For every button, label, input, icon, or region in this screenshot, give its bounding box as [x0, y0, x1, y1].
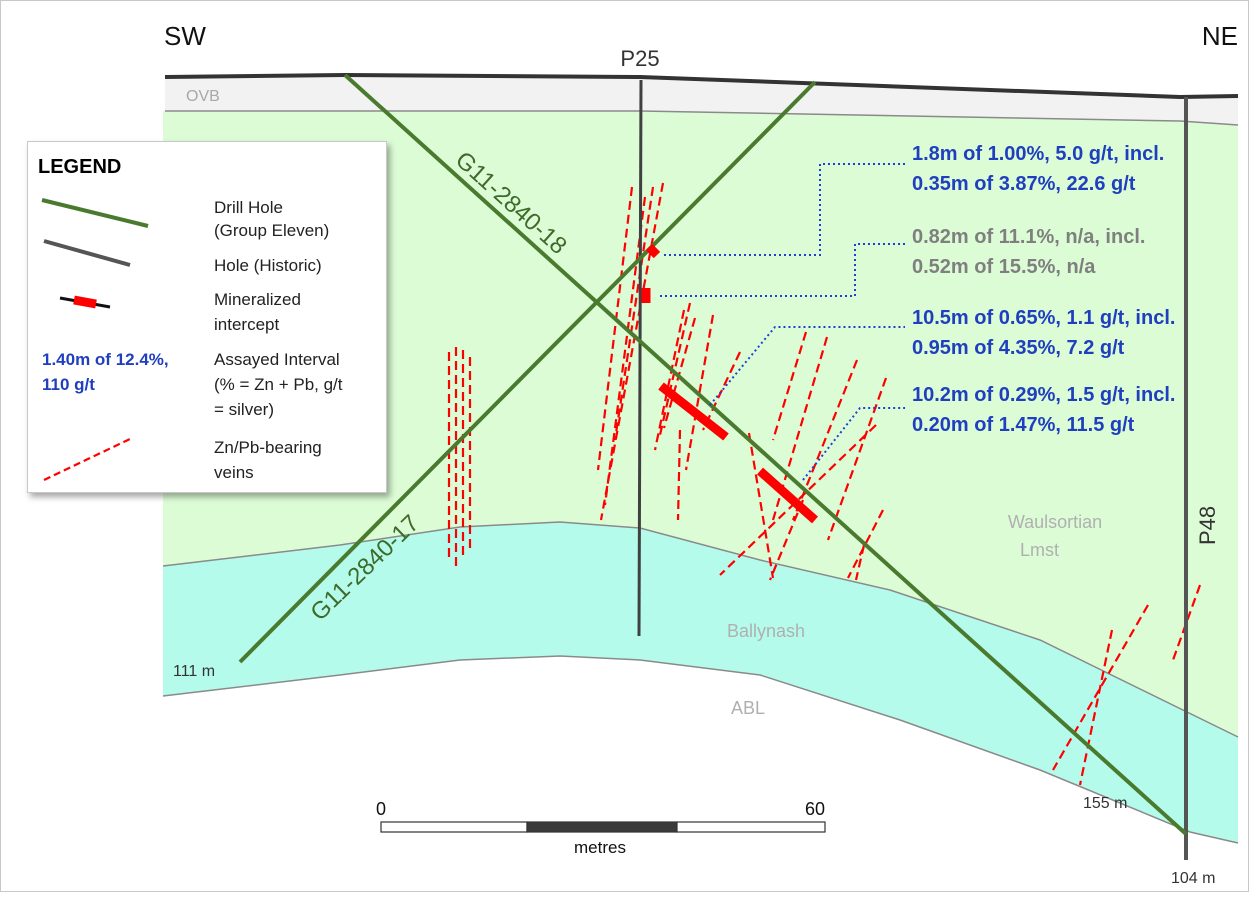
vein [603, 196, 647, 506]
depth-g11-18: 155 m [1083, 795, 1127, 812]
leader-3 [709, 326, 905, 406]
intercept-4-line1: 10.2m of 0.29%, 1.5 g/t, incl. [912, 384, 1175, 406]
intercept-1-line2: 0.35m of 3.87%, 22.6 g/t [912, 173, 1136, 195]
label-waulsortian: Waulsortian [1008, 512, 1102, 532]
intercepts-group [641, 243, 818, 524]
direction-ne: NE [1202, 21, 1238, 51]
vein [599, 182, 665, 521]
vein [1078, 629, 1114, 786]
ballynash-layer [163, 522, 1238, 843]
vein [768, 499, 805, 581]
leader-2 [660, 243, 905, 297]
legend-historic-symbol [43, 239, 131, 267]
scale-bar: 0 60 metres [376, 799, 826, 857]
scale-segment-2 [526, 821, 678, 833]
legend-vein-symbol [43, 437, 133, 481]
label-lmst: Lmst [1020, 540, 1059, 560]
scale-segment-1 [380, 821, 528, 833]
scale-segment-3 [676, 821, 826, 833]
legend-assay-label-3: = silver) [214, 400, 274, 419]
vein [613, 186, 655, 441]
vein [702, 351, 741, 431]
label-p48: P48 [1195, 506, 1220, 545]
intercept-1-line1: 1.8m of 1.00%, 5.0 g/t, incl. [912, 143, 1164, 165]
intercept-3-line1: 10.5m of 0.65%, 1.1 g/t, incl. [912, 307, 1175, 329]
intercept-18-upper [658, 382, 729, 441]
drill-hole-g11-2840-18 [343, 73, 1188, 836]
intercept-4-line2: 0.20m of 1.47%, 11.5 g/t [912, 414, 1135, 436]
legend-drill-hole-label-1: Drill Hole [214, 198, 283, 217]
label-p25: P25 [620, 46, 659, 71]
legend-veins-label-2: veins [214, 463, 254, 482]
leader-1 [664, 163, 905, 256]
vein [771, 331, 808, 441]
vein [719, 424, 877, 576]
legend-historic-label: Hole (Historic) [214, 256, 322, 275]
legend-intercept-symbol [73, 295, 97, 309]
ballynash-base-line [162, 655, 1239, 844]
label-abl: ABL [731, 698, 765, 718]
vein [847, 509, 884, 579]
legend-sample-2: 110 g/t [42, 375, 95, 394]
ovb-layer [165, 75, 1238, 125]
scale-unit: metres [574, 838, 626, 857]
leader-4 [802, 407, 905, 481]
depth-g11-17: 111 m [173, 663, 215, 680]
intercept-3-line2: 0.95m of 4.35%, 7.2 g/t [912, 337, 1125, 359]
vein [854, 544, 866, 581]
legend-sample-1: 1.40m of 12.4%, [42, 350, 169, 369]
vein [1052, 604, 1149, 771]
direction-sw: SW [164, 21, 206, 51]
leaders-group [660, 163, 905, 481]
legend-drill-hole-label-2: (Group Eleven) [214, 221, 330, 240]
legend-mineralized-label-2: intercept [214, 315, 280, 334]
legend-symbols [41, 198, 149, 481]
scale-start: 0 [376, 799, 386, 819]
topography-line [164, 72, 1239, 100]
vein [676, 429, 682, 521]
legend-assay-label-2: (% = Zn + Pb, g/t [214, 375, 343, 394]
label-ovb: OVB [186, 88, 220, 105]
legend-mineralized-label-1: Mineralized [214, 290, 301, 309]
vein [596, 186, 634, 471]
intercept-2-line1: 0.82m of 11.1%, n/a, incl. [912, 226, 1145, 248]
depth-p48: 104 m [1171, 870, 1215, 887]
legend-box: LEGEND Drill Hole (Group Eleven) Hole (H… [27, 141, 387, 493]
intercept-2-line2: 0.52m of 15.5%, n/a [912, 256, 1096, 278]
label-ballynash: Ballynash [727, 621, 805, 641]
legend-veins-label-1: Zn/Pb-bearing [214, 438, 322, 457]
intercept-18-lower [757, 467, 818, 524]
legend-assay-label-1: Assayed Interval [214, 350, 340, 369]
legend-drill-hole-symbol [41, 198, 149, 228]
veins-group [447, 182, 1202, 786]
intercept-p25-upper [645, 243, 661, 259]
legend-title: LEGEND [38, 156, 122, 178]
vein [826, 377, 888, 541]
vein [653, 309, 686, 451]
intercept-labels: 1.8m of 1.00%, 5.0 g/t, incl. 0.35m of 3… [912, 143, 1175, 436]
historic-hole-p25 [637, 79, 643, 637]
vein [747, 432, 775, 579]
vein [662, 317, 697, 429]
scale-end: 60 [805, 799, 825, 819]
drill-hole-g11-2840-17 [238, 80, 817, 664]
vein [658, 302, 692, 436]
waulsortian-layer [163, 111, 1238, 737]
